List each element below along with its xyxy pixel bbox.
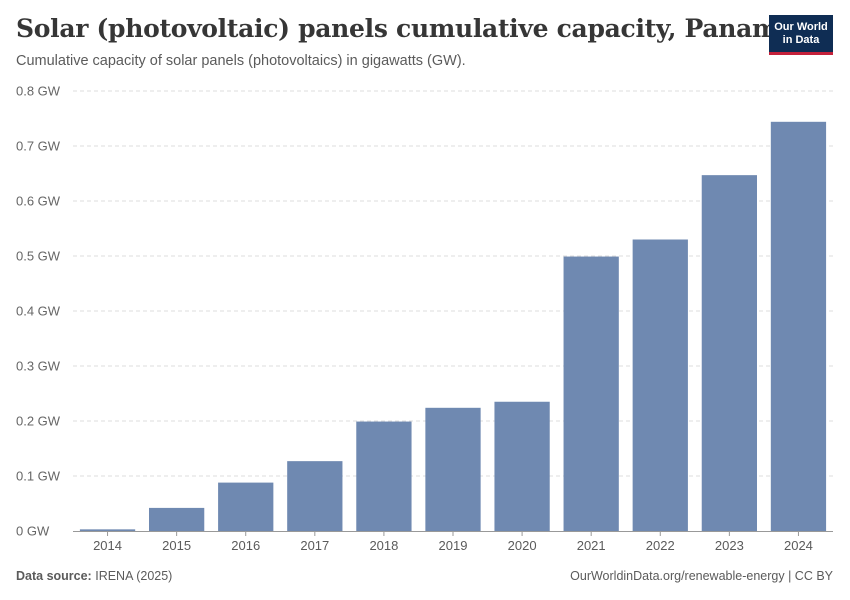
x-tick-label: 2018 xyxy=(369,538,398,553)
x-tick-label: 2015 xyxy=(162,538,191,553)
x-tick-label: 2024 xyxy=(784,538,813,553)
bar[interactable] xyxy=(563,256,619,531)
y-tick-label: 0.8 GW xyxy=(16,84,61,99)
x-tick-label: 2014 xyxy=(93,538,122,553)
y-tick-label: 0.3 GW xyxy=(16,359,61,374)
bar[interactable] xyxy=(356,421,412,531)
chart-subtitle: Cumulative capacity of solar panels (pho… xyxy=(16,53,466,69)
data-source: Data source: IRENA (2025) xyxy=(16,569,172,583)
y-tick-label: 0.6 GW xyxy=(16,194,61,209)
y-tick-label: 0.1 GW xyxy=(16,469,61,484)
bar[interactable] xyxy=(79,529,136,531)
y-tick-label: 0.7 GW xyxy=(16,139,61,154)
bar[interactable] xyxy=(494,401,550,531)
data-source-value[interactable]: IRENA (2025) xyxy=(95,569,173,583)
x-tick-label: 2016 xyxy=(231,538,260,553)
logo-line-2: in Data xyxy=(782,33,820,46)
owid-logo[interactable]: Our World in Data xyxy=(769,15,833,55)
x-tick-label: 2023 xyxy=(715,538,744,553)
y-tick-label: 0.5 GW xyxy=(16,249,61,264)
bar[interactable] xyxy=(149,507,205,531)
logo-line-1: Our World xyxy=(774,20,828,33)
y-tick-label: 0.4 GW xyxy=(16,304,61,319)
x-tick-label: 2019 xyxy=(439,538,468,553)
data-source-label: Data source: xyxy=(16,569,92,583)
chart-title: Solar (photovoltaic) panels cumulative c… xyxy=(16,14,795,43)
x-tick-label: 2017 xyxy=(300,538,329,553)
y-tick-label: 0 GW xyxy=(16,524,50,539)
bar[interactable] xyxy=(632,239,688,532)
x-tick-label: 2021 xyxy=(577,538,606,553)
footer-credit[interactable]: OurWorldinData.org/renewable-energy | CC… xyxy=(570,569,833,583)
bar[interactable] xyxy=(218,482,274,531)
bar[interactable] xyxy=(287,461,343,531)
bar[interactable] xyxy=(425,407,481,531)
y-tick-label: 0.2 GW xyxy=(16,414,61,429)
x-tick-label: 2022 xyxy=(646,538,675,553)
bar[interactable] xyxy=(701,175,757,531)
x-tick-label: 2020 xyxy=(508,538,537,553)
bar[interactable] xyxy=(770,121,827,532)
